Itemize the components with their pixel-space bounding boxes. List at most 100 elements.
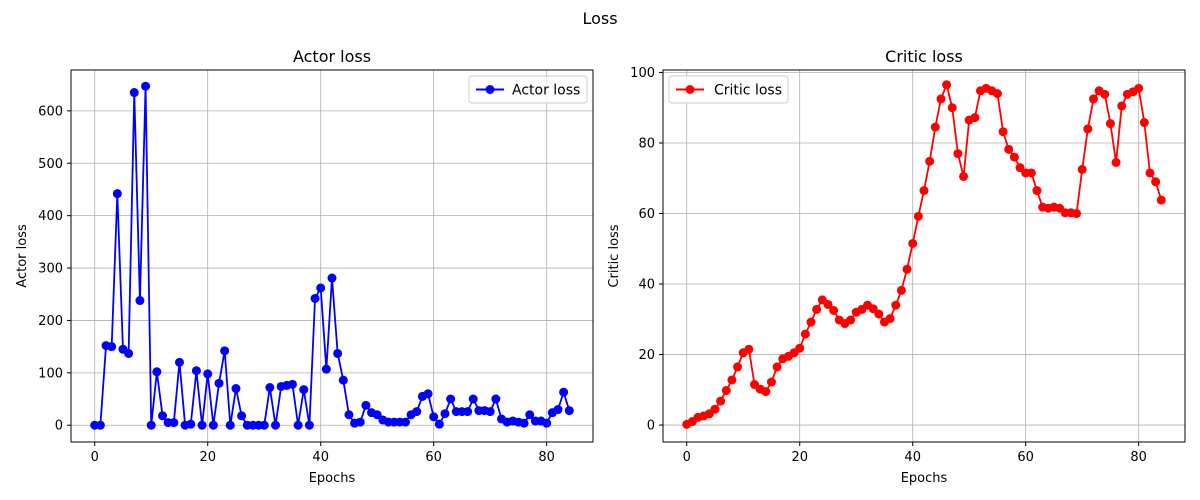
actor-loss-data-point bbox=[446, 394, 456, 404]
actor-loss-ytick-label: 300 bbox=[38, 262, 63, 277]
actor-loss-data-point bbox=[95, 420, 105, 430]
critic-loss-data-point bbox=[795, 343, 805, 353]
actor-loss-data-point bbox=[485, 407, 495, 417]
actor-loss-xtick-label: 0 bbox=[91, 450, 99, 465]
critic-loss-data-point bbox=[1088, 94, 1098, 104]
actor-loss-data-point bbox=[135, 296, 145, 306]
critic-loss-data-point bbox=[896, 285, 906, 295]
actor-loss-data-point bbox=[412, 407, 422, 417]
actor-loss-data-point bbox=[225, 420, 235, 430]
critic-loss-data-point bbox=[710, 404, 720, 414]
actor-loss-data-point bbox=[186, 419, 196, 429]
actor-loss-data-point bbox=[203, 369, 213, 379]
actor-loss-data-point bbox=[265, 383, 275, 393]
actor-loss-xtick-label: 80 bbox=[538, 450, 555, 465]
actor-loss-data-point bbox=[237, 411, 247, 421]
critic-loss-data-point bbox=[733, 362, 743, 372]
actor-loss-legend-box bbox=[468, 75, 588, 104]
actor-loss-data-point bbox=[316, 283, 326, 293]
actor-loss-data-point bbox=[468, 394, 478, 404]
critic-loss-data-point bbox=[930, 122, 940, 132]
actor-loss-data-point bbox=[333, 348, 343, 358]
critic-loss-data-point bbox=[959, 171, 969, 181]
actor-loss-data-point bbox=[327, 273, 337, 283]
critic-loss-data-point bbox=[1117, 101, 1127, 111]
critic-loss-data-point bbox=[812, 304, 822, 314]
critic-loss-legend-label: Critic loss bbox=[714, 83, 782, 99]
actor-loss-data-point bbox=[146, 420, 156, 430]
actor-loss-data-point bbox=[355, 417, 365, 427]
actor-loss-data-point bbox=[293, 420, 303, 430]
critic-loss-legend-box bbox=[668, 75, 789, 104]
actor-loss-data-point bbox=[564, 406, 574, 416]
critic-loss-data-point bbox=[1083, 124, 1093, 134]
critic-loss-data-point bbox=[806, 317, 816, 327]
critic-loss-ylabel: Critic loss bbox=[607, 224, 622, 287]
critic-loss-data-point bbox=[772, 362, 782, 372]
critic-loss-legend-marker bbox=[685, 85, 695, 94]
critic-loss-xtick-label: 40 bbox=[904, 450, 921, 465]
actor-loss-xtick-label: 20 bbox=[199, 450, 216, 465]
actor-loss-data-point bbox=[129, 88, 139, 98]
critic-loss-data-point bbox=[970, 113, 980, 123]
critic-loss-data-point bbox=[908, 238, 918, 248]
critic-loss-data-point bbox=[1015, 163, 1025, 173]
critic-loss-ytick-label: 20 bbox=[638, 348, 655, 363]
actor-loss-xtick-label: 60 bbox=[425, 450, 442, 465]
actor-loss-data-point bbox=[299, 385, 309, 395]
actor-loss-data-point bbox=[440, 409, 450, 419]
actor-loss-data-point bbox=[220, 346, 230, 356]
actor-loss-series bbox=[90, 81, 574, 430]
critic-loss-data-point bbox=[1100, 89, 1110, 99]
critic-loss-ticks: 0 20 40 60 80 0 20 40 60 80 100 bbox=[630, 66, 1147, 465]
critic-loss-data-point bbox=[1105, 119, 1115, 129]
actor-loss-data-point bbox=[169, 418, 179, 428]
critic-loss-ytick-label: 40 bbox=[638, 278, 655, 293]
critic-loss-data-point bbox=[1111, 157, 1121, 167]
actor-loss-data-point bbox=[107, 342, 117, 352]
actor-loss-data-point bbox=[361, 400, 371, 410]
actor-loss-data-point bbox=[491, 394, 501, 404]
critic-loss-data-point bbox=[1026, 168, 1036, 178]
critic-loss-title: Critic loss bbox=[885, 47, 963, 66]
critic-loss-data-point bbox=[1004, 144, 1014, 154]
critic-loss-data-point bbox=[919, 186, 929, 196]
actor-loss-ytick-label: 100 bbox=[38, 366, 63, 381]
actor-loss-data-point bbox=[259, 420, 269, 430]
actor-loss-legend: Actor loss bbox=[468, 75, 588, 104]
critic-loss-series bbox=[682, 80, 1166, 429]
critic-loss-gridlines bbox=[663, 70, 1185, 442]
critic-loss-data-point bbox=[1009, 152, 1019, 162]
actor-loss-ytick-label: 600 bbox=[38, 104, 63, 119]
actor-loss-data-point bbox=[197, 420, 207, 430]
actor-loss-xtick-label: 40 bbox=[312, 450, 329, 465]
actor-loss-title: Actor loss bbox=[293, 47, 371, 66]
actor-loss-ytick-label: 200 bbox=[38, 314, 63, 329]
critic-loss-data-point bbox=[846, 315, 856, 325]
critic-loss-ytick-label: 80 bbox=[638, 136, 655, 151]
actor-loss-ytick-label: 400 bbox=[38, 209, 63, 224]
actor-loss-data-point bbox=[124, 348, 134, 358]
critic-loss-data-point bbox=[744, 344, 754, 354]
actor-loss-data-point bbox=[519, 418, 529, 428]
actor-loss-data-point bbox=[231, 384, 241, 394]
actor-loss-ylabel: Actor loss bbox=[15, 224, 30, 288]
figure-suptitle: Loss bbox=[582, 9, 617, 28]
critic-loss-data-point bbox=[716, 396, 726, 406]
actor-loss-data-point bbox=[152, 367, 162, 377]
actor-loss-data-point bbox=[553, 405, 563, 415]
critic-loss-data-point bbox=[1151, 177, 1161, 187]
actor-loss-data-point bbox=[372, 410, 382, 420]
actor-loss-data-point bbox=[434, 419, 444, 429]
critic-loss-data-point bbox=[761, 387, 771, 397]
critic-loss-data-point bbox=[936, 94, 946, 104]
actor-loss-data-point bbox=[525, 410, 535, 420]
critic-loss-data-point bbox=[992, 89, 1002, 99]
actor-loss-data-point bbox=[321, 364, 331, 374]
critic-loss-data-point bbox=[823, 299, 833, 309]
actor-loss-ticks: 0 20 40 60 80 0 100 200 300 400 500 600 bbox=[38, 104, 555, 465]
critic-loss-ytick-label: 60 bbox=[638, 207, 655, 222]
critic-loss-data-point bbox=[800, 329, 810, 339]
actor-loss-axes-frame bbox=[70, 69, 594, 443]
